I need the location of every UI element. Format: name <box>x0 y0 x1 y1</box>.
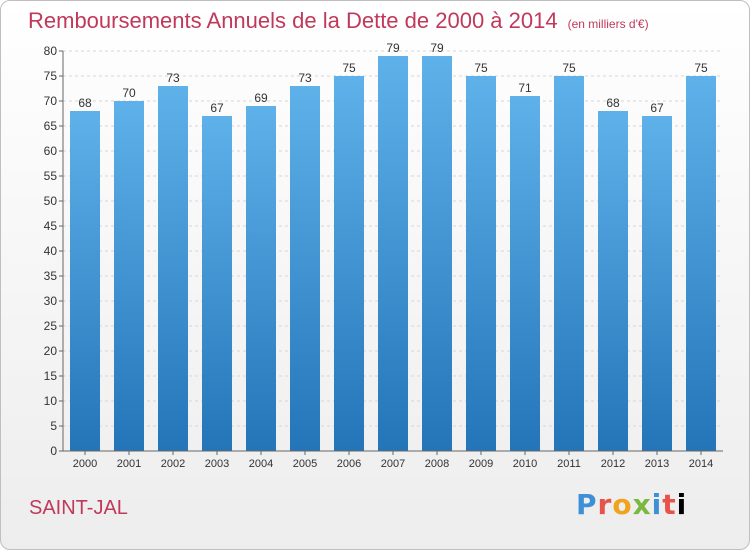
logo-letter: P <box>576 488 598 521</box>
x-tick-label: 2010 <box>513 458 537 470</box>
logo-letter: x <box>632 488 652 521</box>
x-tick-label: 2012 <box>601 458 625 470</box>
y-tick-label: 50 <box>44 194 58 208</box>
bar <box>686 76 716 451</box>
y-tick-label: 10 <box>44 394 58 408</box>
bar <box>202 116 232 451</box>
bar <box>422 56 452 451</box>
bar <box>246 106 276 451</box>
bar <box>510 96 540 451</box>
data-label: 71 <box>518 81 532 95</box>
y-tick-label: 25 <box>44 319 58 333</box>
data-label: 67 <box>650 101 664 115</box>
axis-layer <box>59 50 723 455</box>
y-tick-label: 80 <box>44 44 58 58</box>
x-tick-label: 2006 <box>337 458 361 470</box>
x-tick-label: 2007 <box>381 458 405 470</box>
data-label: 70 <box>122 86 136 100</box>
x-tick-label: 2004 <box>249 458 273 470</box>
y-tick-label: 55 <box>44 169 58 183</box>
data-label: 68 <box>606 96 620 110</box>
data-label: 79 <box>386 41 400 55</box>
commune-name: SAINT-JAL <box>29 497 128 519</box>
data-label: 75 <box>562 61 576 75</box>
data-label: 79 <box>430 41 444 55</box>
y-tick-label: 75 <box>44 69 58 83</box>
data-label: 73 <box>166 71 180 85</box>
y-tick-label: 0 <box>50 444 57 458</box>
bar <box>554 76 584 451</box>
label-layer: 0 5 10 15 20 25 30 35 40 45 50 55 60 65 70 75 80 68 2000 70… <box>44 41 714 470</box>
proxiti-logo: Proxiti <box>576 488 687 521</box>
logo-letter: o <box>612 488 633 521</box>
x-tick-label: 2011 <box>557 458 581 470</box>
y-tick-label: 65 <box>44 119 58 133</box>
data-label: 67 <box>210 101 224 115</box>
data-label: 68 <box>78 96 92 110</box>
y-tick-label: 70 <box>44 94 58 108</box>
x-tick-label: 2013 <box>645 458 669 470</box>
bar <box>290 86 320 451</box>
bar <box>334 76 364 451</box>
logo-letter: i <box>651 488 663 521</box>
y-tick-label: 15 <box>44 369 58 383</box>
data-label: 75 <box>342 61 356 75</box>
bar <box>70 111 100 451</box>
bar <box>158 86 188 451</box>
data-label: 73 <box>298 71 312 85</box>
x-tick-label: 2002 <box>161 458 185 470</box>
y-tick-label: 20 <box>44 344 58 358</box>
chart-title: Remboursements Annuels de la Dette de 20… <box>28 8 649 34</box>
data-label: 75 <box>474 61 488 75</box>
bar-layer <box>70 56 716 451</box>
y-tick-label: 45 <box>44 219 58 233</box>
x-tick-label: 2014 <box>689 458 713 470</box>
data-label: 75 <box>694 61 708 75</box>
x-tick-label: 2008 <box>425 458 449 470</box>
y-tick-label: 60 <box>44 144 58 158</box>
logo-letter: r <box>597 488 613 521</box>
x-tick-label: 2009 <box>469 458 493 470</box>
bar <box>378 56 408 451</box>
x-tick-label: 2003 <box>205 458 229 470</box>
chart-unit: (en milliers d'€) <box>567 17 649 31</box>
chart-title-text: Remboursements Annuels de la Dette de 20… <box>28 8 558 33</box>
bar <box>642 116 672 451</box>
y-tick-label: 30 <box>44 294 58 308</box>
logo-letter: t <box>662 488 677 521</box>
x-tick-label: 2001 <box>117 458 141 470</box>
y-tick-label: 5 <box>50 419 57 433</box>
x-tick-label: 2000 <box>73 458 97 470</box>
y-tick-label: 40 <box>44 244 58 258</box>
bar <box>114 101 144 451</box>
y-tick-label: 35 <box>44 269 58 283</box>
bar <box>598 111 628 451</box>
data-label: 69 <box>254 91 268 105</box>
bar <box>466 76 496 451</box>
x-tick-label: 2005 <box>293 458 317 470</box>
logo-letter: i <box>676 488 688 521</box>
